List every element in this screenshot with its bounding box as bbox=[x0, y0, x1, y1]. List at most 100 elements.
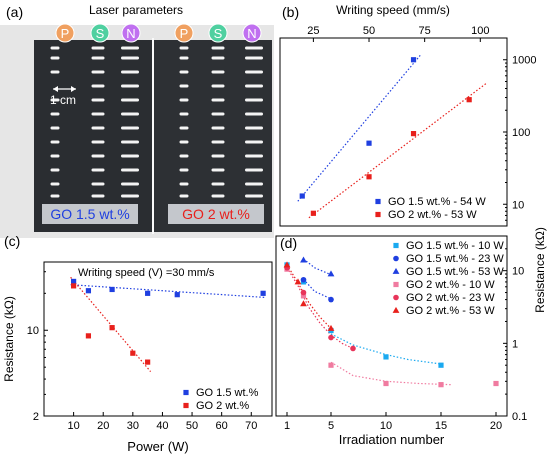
tick-label-y: 0.1 bbox=[512, 411, 527, 423]
laser-slit bbox=[179, 182, 189, 186]
data-point bbox=[438, 382, 444, 388]
fit-line bbox=[297, 55, 421, 202]
tick-label-x: 50 bbox=[363, 25, 375, 37]
parameter-badge bbox=[174, 23, 194, 43]
laser-slit bbox=[50, 194, 60, 198]
laser-slit bbox=[91, 168, 105, 172]
laser-slit bbox=[121, 56, 139, 60]
axis-title-x: Writing speed (mm/s) bbox=[336, 3, 450, 17]
laser-slit bbox=[121, 168, 139, 172]
tick-label-y: 2 bbox=[33, 411, 39, 423]
tick-label-x: 40 bbox=[156, 420, 168, 432]
data-point bbox=[145, 290, 151, 296]
laser-slit bbox=[91, 194, 105, 198]
laser-slit bbox=[211, 140, 225, 144]
laser-slit bbox=[179, 84, 189, 88]
fit-line bbox=[308, 82, 488, 219]
axis-title-x: Irradiation number bbox=[339, 432, 445, 447]
laser-slit bbox=[121, 70, 139, 74]
data-point bbox=[183, 389, 189, 396]
laser-slit bbox=[121, 112, 139, 116]
parameter-badge bbox=[55, 23, 75, 43]
photo-sample-right bbox=[154, 40, 272, 232]
laser-slit bbox=[245, 168, 263, 172]
tick-label-y: 1 bbox=[512, 338, 518, 350]
laser-slit bbox=[91, 56, 105, 60]
data-point bbox=[300, 256, 307, 263]
laser-slit bbox=[245, 194, 263, 198]
legend-label: GO 2 wt.% - 53 W bbox=[406, 305, 495, 317]
parameter-badge-label: P bbox=[61, 26, 70, 41]
tick-label-y: 100 bbox=[512, 127, 530, 139]
laser-slit bbox=[211, 168, 225, 172]
data-point bbox=[410, 57, 417, 63]
axis-title-y: Resistance (kΩ) bbox=[2, 296, 16, 382]
data-point bbox=[71, 278, 77, 285]
data-point bbox=[350, 345, 356, 352]
data-point bbox=[300, 276, 307, 283]
parameter-badge-label: S bbox=[96, 26, 105, 41]
chart-c: (c) Writing speed (V) =30 mm/s 10 20 30 40 50 6… bbox=[2, 233, 273, 454]
laser-slit bbox=[50, 140, 60, 144]
data-point bbox=[145, 359, 151, 365]
laser-slit bbox=[91, 84, 105, 88]
laser-slit bbox=[245, 56, 263, 60]
plot-frame bbox=[43, 261, 273, 417]
data-point bbox=[328, 296, 334, 303]
data-point bbox=[109, 325, 115, 331]
fit-line bbox=[303, 278, 332, 300]
data-point bbox=[300, 300, 307, 307]
laser-slit bbox=[50, 56, 60, 60]
parameter-badge-label: S bbox=[214, 26, 223, 41]
panel-a: (a) Laser parameters P S N P S N 1 cm GO 1.5 … bbox=[0, 3, 274, 238]
tick-label-x: 5 bbox=[328, 420, 334, 432]
tick-label-x: 15 bbox=[435, 420, 447, 432]
laser-slit bbox=[121, 46, 139, 50]
panel-letter: (d) bbox=[280, 235, 297, 251]
laser-slit bbox=[211, 98, 225, 102]
laser-slit bbox=[211, 182, 225, 186]
laser-slit bbox=[91, 70, 105, 74]
legend-label: GO 2 wt.% bbox=[196, 400, 249, 412]
chart-b: (b) Writing speed (mm/s) 25 50 75 100 10 100 100… bbox=[279, 3, 547, 313]
data-point bbox=[327, 324, 335, 331]
legend-label: GO 2 wt.% - 53 W bbox=[388, 209, 477, 221]
legend-label: GO 1.5 wt.% - 23 W bbox=[406, 253, 504, 265]
data-point bbox=[109, 286, 115, 293]
laser-slit bbox=[245, 46, 263, 50]
parameter-badge bbox=[242, 23, 262, 43]
laser-slit bbox=[179, 70, 189, 74]
annotation: Writing speed (V) =30 mm/s bbox=[78, 267, 215, 279]
data-point bbox=[300, 293, 307, 299]
tick-label-x: 70 bbox=[245, 420, 257, 432]
data-point bbox=[85, 333, 92, 339]
legend-label: GO 1.5 wt.% - 53 W bbox=[406, 266, 504, 278]
laser-slit bbox=[50, 46, 60, 50]
laser-slit bbox=[245, 70, 263, 74]
tick-label-y: 1000 bbox=[512, 55, 536, 67]
tick-label-y: 10 bbox=[27, 325, 39, 337]
laser-slit bbox=[91, 126, 105, 130]
tick-label-x: 60 bbox=[216, 420, 228, 432]
laser-slit bbox=[245, 182, 263, 186]
laser-slit-array bbox=[50, 46, 263, 198]
laser-slit bbox=[211, 70, 225, 74]
laser-slit bbox=[211, 126, 225, 130]
parameter-badge bbox=[121, 23, 141, 43]
laser-slit bbox=[245, 112, 263, 116]
laser-slit bbox=[179, 194, 189, 198]
laser-slit bbox=[179, 98, 189, 102]
laser-slit bbox=[211, 154, 225, 158]
laser-slit bbox=[121, 182, 139, 186]
tick-label-x: 1 bbox=[284, 420, 290, 432]
legend-label: GO 1.5 wt.% - 54 W bbox=[388, 196, 486, 208]
scale-bar-label: 1 cm bbox=[50, 93, 76, 107]
data-point bbox=[393, 242, 399, 249]
laser-slit bbox=[91, 112, 105, 116]
data-point bbox=[392, 267, 400, 274]
fit-line bbox=[286, 267, 354, 350]
data-point bbox=[393, 255, 399, 262]
laser-slit bbox=[91, 98, 105, 102]
